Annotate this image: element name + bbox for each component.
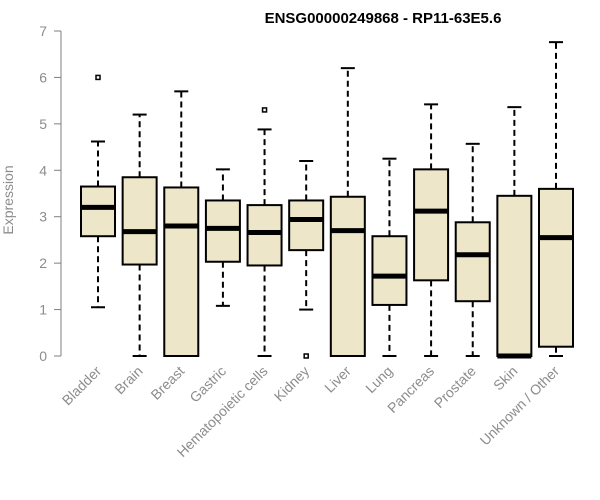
box-hematopoietic-cells [246,107,283,357]
y-tick-label: 2 [39,255,47,271]
iqr-box [538,187,574,348]
x-tick-label: Bladder [59,363,105,409]
x-tick-label: Kidney [271,363,313,405]
box-liver [329,67,366,357]
outlier-point [303,353,309,359]
chart-title: ENSG00000249868 - RP11-63E5.6 [265,10,502,27]
box-prostate [454,142,491,357]
y-tick-label: 7 [39,23,47,39]
iqr-box [80,185,116,238]
x-tick-label: Skin [490,363,521,394]
iqr-box [246,204,283,267]
box-brain [121,113,158,357]
box-series [80,41,574,359]
y-tick-label: 4 [39,162,47,178]
box-gastric [204,168,241,307]
x-tick-label: Breast [147,363,187,403]
y-tick-label: 1 [39,302,47,318]
iqr-box [329,195,366,357]
box-bladder [80,74,116,309]
x-tick-label: Brain [111,363,145,397]
iqr-box [413,168,450,282]
y-tick-label: 5 [39,116,47,132]
box-skin [496,106,533,359]
y-axis-label: Expression [0,165,16,234]
y-tick-label: 6 [39,69,47,85]
x-tick-label: Prostate [431,363,479,411]
iqr-box [371,235,408,306]
box-pancreas [413,103,450,357]
box-unknown-other [538,41,574,357]
y-tick-label: 3 [39,209,47,225]
iqr-box [204,199,241,263]
iqr-box [288,199,325,252]
iqr-box [496,194,533,357]
box-lung [371,157,408,357]
outlier-point [261,107,268,113]
x-tick-label: Lung [362,363,395,396]
y-tick-label: 0 [39,348,47,364]
iqr-box [454,221,491,303]
x-tick-label: Liver [321,363,354,396]
iqr-box [163,186,200,357]
box-kidney [288,160,325,359]
x-tick-label: Unknown / Other [477,363,563,449]
outlier-point [95,74,101,81]
iqr-box [121,176,158,266]
y-axis: 0 1 2 3 4 5 6 7 [39,23,62,364]
box-breast [163,90,200,357]
